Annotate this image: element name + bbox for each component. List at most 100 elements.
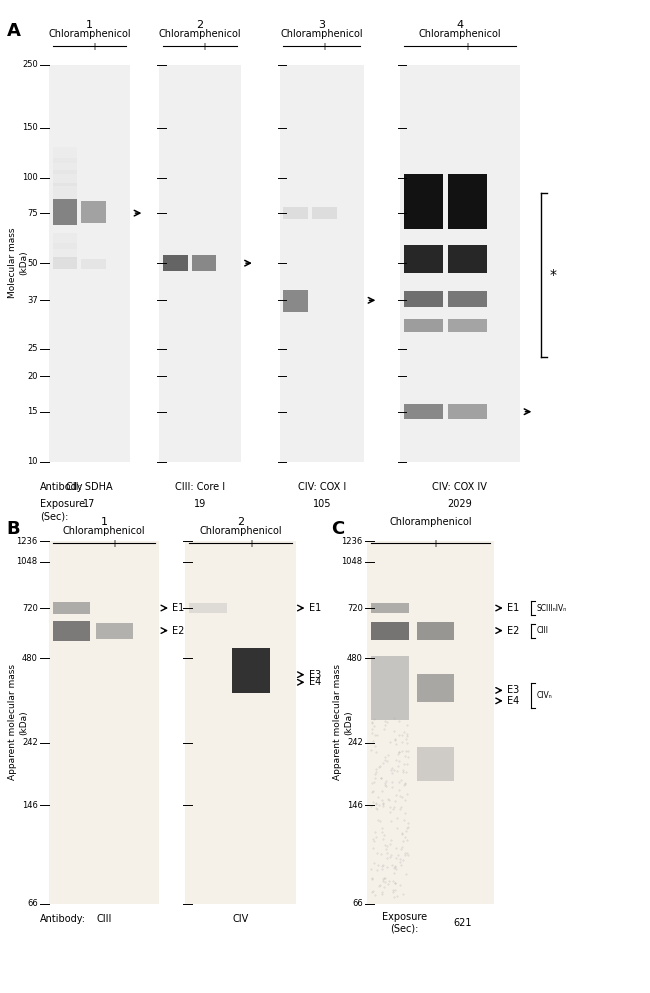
Text: 242: 242 bbox=[22, 739, 38, 748]
Text: CIII: CIII bbox=[536, 626, 548, 636]
Text: 15: 15 bbox=[27, 407, 38, 416]
Text: E3: E3 bbox=[309, 669, 321, 679]
Bar bbox=[163, 255, 188, 271]
Bar bbox=[448, 404, 487, 419]
Bar bbox=[448, 175, 487, 229]
Text: 37: 37 bbox=[27, 296, 38, 305]
Bar bbox=[96, 623, 133, 638]
Text: 20: 20 bbox=[27, 371, 38, 380]
Text: Exposure
(Sec):: Exposure (Sec): bbox=[382, 912, 427, 933]
Text: +: + bbox=[247, 539, 255, 549]
Bar bbox=[371, 622, 409, 639]
Text: 1236: 1236 bbox=[341, 536, 363, 546]
Bar bbox=[283, 290, 308, 312]
Bar bbox=[53, 243, 77, 259]
Bar bbox=[283, 208, 308, 219]
Text: +: + bbox=[200, 42, 208, 52]
Text: Chloramphenicol: Chloramphenicol bbox=[48, 29, 131, 39]
Text: CIVₙ: CIVₙ bbox=[536, 691, 552, 700]
Text: Chloramphenicol: Chloramphenicol bbox=[419, 29, 501, 39]
Bar bbox=[53, 232, 77, 248]
Text: −: − bbox=[172, 42, 179, 52]
Bar bbox=[400, 65, 520, 462]
Text: Exposure
(Sec):: Exposure (Sec): bbox=[40, 499, 85, 521]
Text: 2: 2 bbox=[196, 20, 203, 30]
Bar bbox=[280, 65, 364, 462]
Text: 66: 66 bbox=[27, 899, 38, 909]
Bar bbox=[185, 541, 296, 904]
Bar bbox=[404, 291, 443, 307]
Text: 720: 720 bbox=[347, 604, 363, 613]
Text: 1048: 1048 bbox=[342, 557, 363, 566]
Bar bbox=[404, 175, 443, 229]
Text: +: + bbox=[90, 42, 97, 52]
Text: E2: E2 bbox=[172, 626, 185, 636]
Text: 17: 17 bbox=[83, 499, 96, 509]
Bar bbox=[417, 747, 454, 781]
Text: Apparent molecular mass
(kDa): Apparent molecular mass (kDa) bbox=[333, 664, 353, 780]
Text: −: − bbox=[292, 42, 300, 52]
Bar bbox=[81, 202, 106, 223]
Text: E1: E1 bbox=[309, 603, 321, 613]
Text: +: + bbox=[463, 42, 471, 52]
Text: CII: SDHA: CII: SDHA bbox=[66, 482, 112, 492]
Bar bbox=[189, 603, 227, 613]
Text: Molecular mass
(kDa): Molecular mass (kDa) bbox=[8, 228, 28, 298]
Text: 480: 480 bbox=[347, 653, 363, 662]
Text: CIV: CIV bbox=[233, 914, 248, 923]
Text: Antibody: Antibody bbox=[40, 482, 84, 492]
Text: E3: E3 bbox=[507, 685, 519, 695]
Bar bbox=[404, 404, 443, 419]
Text: 146: 146 bbox=[347, 801, 363, 810]
Text: CIII: CIII bbox=[96, 914, 112, 923]
Text: E1: E1 bbox=[172, 603, 185, 613]
Bar bbox=[53, 183, 77, 199]
Text: 2029: 2029 bbox=[447, 499, 473, 509]
Text: 19: 19 bbox=[194, 499, 206, 509]
Text: −: − bbox=[68, 539, 75, 549]
Text: 2: 2 bbox=[237, 517, 244, 527]
Text: C: C bbox=[332, 520, 344, 538]
Text: E4: E4 bbox=[309, 677, 321, 687]
Text: 50: 50 bbox=[27, 258, 38, 268]
Bar bbox=[417, 674, 454, 702]
Text: +: + bbox=[111, 539, 118, 549]
Text: A: A bbox=[6, 22, 20, 40]
Text: 105: 105 bbox=[313, 499, 331, 509]
Text: *: * bbox=[549, 268, 556, 282]
Text: Chloramphenicol: Chloramphenicol bbox=[199, 526, 282, 536]
Text: −: − bbox=[386, 539, 394, 549]
Text: 150: 150 bbox=[22, 123, 38, 132]
Bar bbox=[159, 65, 240, 462]
Text: −: − bbox=[61, 42, 69, 52]
Text: +: + bbox=[320, 42, 328, 52]
Text: 75: 75 bbox=[27, 209, 38, 217]
Text: −: − bbox=[419, 42, 427, 52]
Text: 621: 621 bbox=[454, 918, 473, 927]
Bar bbox=[49, 541, 159, 904]
Bar bbox=[53, 147, 77, 163]
Bar bbox=[53, 257, 77, 269]
Text: 66: 66 bbox=[352, 899, 363, 909]
Text: E4: E4 bbox=[507, 696, 519, 706]
Text: CIII: Core I: CIII: Core I bbox=[175, 482, 225, 492]
Text: 480: 480 bbox=[22, 653, 38, 662]
Text: Apparent molecular mass
(kDa): Apparent molecular mass (kDa) bbox=[8, 664, 28, 780]
Text: CIV: COX I: CIV: COX I bbox=[298, 482, 346, 492]
Text: CIV: COX IV: CIV: COX IV bbox=[432, 482, 488, 492]
Text: 720: 720 bbox=[22, 604, 38, 613]
Bar bbox=[232, 647, 270, 692]
Bar bbox=[367, 541, 494, 904]
Text: 1236: 1236 bbox=[16, 536, 38, 546]
Text: +: + bbox=[432, 539, 439, 549]
Text: 4: 4 bbox=[456, 20, 463, 30]
Bar bbox=[81, 259, 106, 269]
Bar bbox=[448, 291, 487, 307]
Bar bbox=[53, 158, 77, 174]
Text: E1: E1 bbox=[507, 603, 519, 613]
Text: SCIIIₙIVₙ: SCIIIₙIVₙ bbox=[536, 604, 567, 613]
Bar bbox=[404, 245, 443, 273]
Bar bbox=[312, 208, 337, 219]
Bar bbox=[192, 255, 216, 271]
Text: 10: 10 bbox=[27, 457, 38, 467]
